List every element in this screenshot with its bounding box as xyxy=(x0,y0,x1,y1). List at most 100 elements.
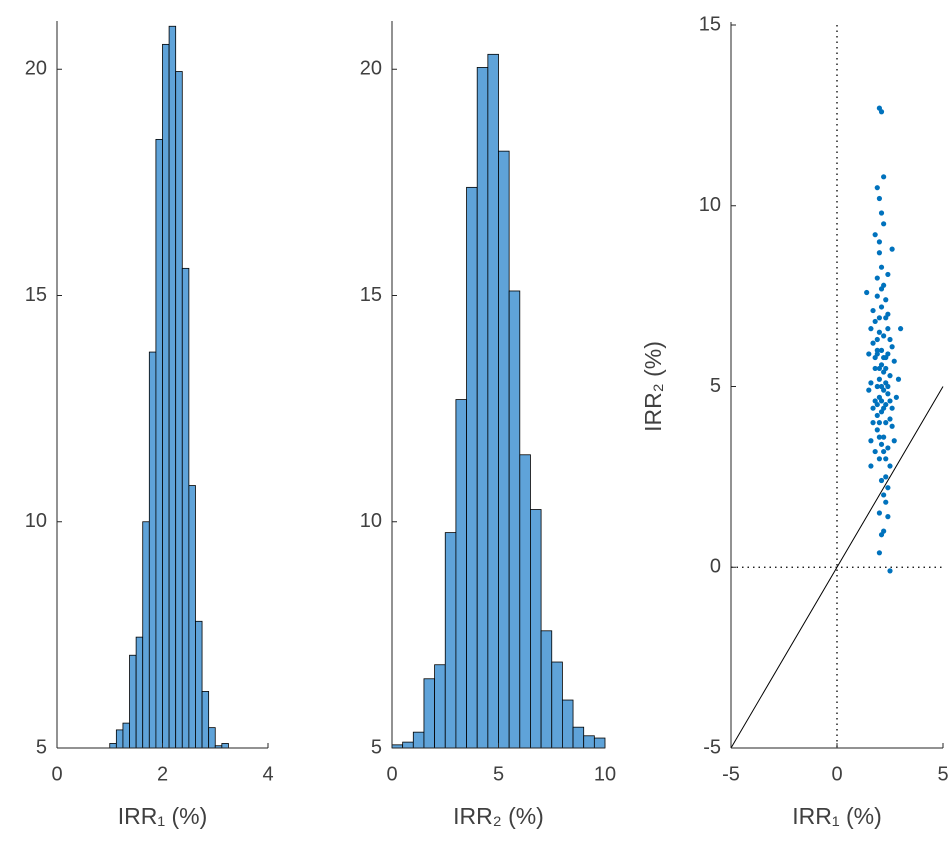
point xyxy=(883,401,889,408)
point xyxy=(887,398,893,404)
bar xyxy=(583,735,595,749)
x-tick-label: 0 xyxy=(386,763,397,785)
point xyxy=(883,365,889,372)
point xyxy=(876,239,883,245)
point xyxy=(874,185,880,191)
y-tick-label: 5 xyxy=(36,736,47,758)
bar xyxy=(519,454,531,749)
point xyxy=(887,463,893,469)
point xyxy=(874,293,880,299)
point xyxy=(893,394,899,400)
x-tick-label: -5 xyxy=(722,763,740,785)
point xyxy=(895,376,902,382)
point xyxy=(876,315,883,321)
point xyxy=(885,514,891,520)
point xyxy=(889,344,895,350)
point xyxy=(878,304,885,310)
x-tick-label: 0 xyxy=(831,763,842,785)
point xyxy=(881,434,887,440)
point xyxy=(876,550,883,556)
point xyxy=(878,264,885,270)
point xyxy=(887,416,893,422)
point xyxy=(874,383,880,390)
point xyxy=(885,485,891,491)
point xyxy=(874,412,880,419)
point xyxy=(881,492,887,498)
point xyxy=(870,405,876,411)
point xyxy=(870,420,876,426)
x-axis-label: IRR₂ (%) xyxy=(453,803,544,829)
y-tick-label: 5 xyxy=(710,375,721,397)
y-tick-label: 10 xyxy=(25,510,47,532)
x-tick-label: 10 xyxy=(594,763,616,785)
point xyxy=(885,445,891,451)
point xyxy=(878,477,885,484)
bar xyxy=(498,150,510,749)
point xyxy=(889,405,895,411)
point xyxy=(876,456,883,462)
point xyxy=(883,499,889,505)
bar xyxy=(402,741,414,749)
point xyxy=(881,387,887,393)
point xyxy=(866,387,872,393)
bar xyxy=(572,726,585,749)
point xyxy=(874,347,880,353)
bar xyxy=(562,699,574,749)
bar xyxy=(155,138,163,749)
bar xyxy=(201,691,210,749)
point xyxy=(883,380,889,386)
point xyxy=(881,174,887,180)
y-tick-label: 0 xyxy=(710,556,721,578)
x-tick-label: 5 xyxy=(493,763,504,785)
point xyxy=(898,326,904,332)
point xyxy=(876,195,883,202)
point xyxy=(883,297,889,303)
bar xyxy=(551,661,563,749)
point xyxy=(887,373,893,379)
bar xyxy=(142,521,150,749)
point xyxy=(868,380,874,386)
point xyxy=(870,340,876,346)
bar xyxy=(162,43,170,749)
bar xyxy=(434,664,446,749)
bar xyxy=(455,399,467,749)
panel: 5 10 15 20 0 2 4 IRR₁ (%) xyxy=(25,21,274,829)
point xyxy=(885,271,891,278)
point xyxy=(872,365,878,372)
x-tick-label: 5 xyxy=(937,763,948,785)
y-tick-label: 15 xyxy=(360,284,382,306)
point xyxy=(868,463,874,469)
bar xyxy=(540,630,553,749)
point xyxy=(876,365,883,372)
point xyxy=(885,326,891,332)
point xyxy=(878,109,885,115)
bar xyxy=(148,351,157,749)
point xyxy=(876,376,883,382)
bar xyxy=(188,485,196,749)
point xyxy=(878,347,885,353)
bar xyxy=(195,620,203,749)
y-tick-label: 15 xyxy=(699,13,721,35)
point xyxy=(876,510,883,516)
bar xyxy=(593,737,606,749)
y-tick-label: 20 xyxy=(360,58,382,80)
point xyxy=(866,351,872,357)
point xyxy=(868,326,874,332)
bar xyxy=(487,53,499,749)
point xyxy=(876,329,883,335)
point xyxy=(878,532,885,538)
x-tick-label: 4 xyxy=(262,763,273,785)
point xyxy=(889,423,895,429)
point xyxy=(878,210,885,216)
point xyxy=(881,354,887,361)
y-tick-label: 5 xyxy=(371,736,382,758)
point xyxy=(872,318,878,325)
panel: -5 0 5 10 15 -5 0 5 IRR₁ (%) IRR₂ (%) xyxy=(640,13,948,829)
point xyxy=(874,401,880,408)
bar xyxy=(476,67,489,749)
point xyxy=(878,441,885,447)
point xyxy=(876,434,883,440)
point xyxy=(874,275,880,281)
point xyxy=(876,420,883,426)
